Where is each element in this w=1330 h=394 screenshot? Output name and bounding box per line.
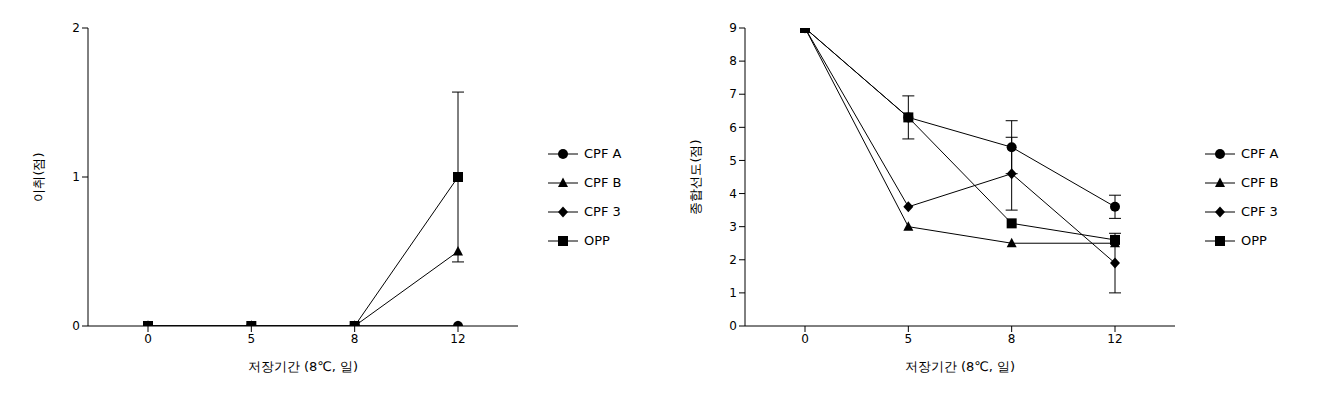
svg-text:종합선도(점): 종합선도(점) bbox=[688, 139, 703, 214]
svg-text:2: 2 bbox=[72, 21, 80, 35]
svg-text:8: 8 bbox=[729, 54, 737, 68]
svg-text:1: 1 bbox=[72, 170, 80, 184]
svg-text:저장기간 (8℃, 일): 저장기간 (8℃, 일) bbox=[248, 359, 358, 374]
svg-text:9: 9 bbox=[729, 21, 737, 35]
svg-text:5: 5 bbox=[248, 332, 256, 346]
html-text:CPF 3: CPF 3 bbox=[1241, 204, 1278, 219]
svg-text:1: 1 bbox=[729, 286, 737, 300]
svg-text:5: 5 bbox=[729, 154, 737, 168]
svg-text:3: 3 bbox=[729, 220, 737, 234]
svg-text:0: 0 bbox=[729, 319, 737, 333]
svg-text:8: 8 bbox=[1008, 332, 1016, 346]
svg-text:4: 4 bbox=[729, 187, 737, 201]
svg-text:7: 7 bbox=[729, 87, 737, 101]
svg-text:5: 5 bbox=[905, 332, 913, 346]
svg-text:2: 2 bbox=[729, 253, 737, 267]
svg-text:6: 6 bbox=[729, 121, 737, 135]
svg-text:12: 12 bbox=[450, 332, 465, 346]
svg-text:이취(점): 이취(점) bbox=[31, 152, 46, 201]
svg-text:0: 0 bbox=[144, 332, 152, 346]
svg-text:저장기간 (8℃, 일): 저장기간 (8℃, 일) bbox=[905, 359, 1015, 374]
svg-text:12: 12 bbox=[1107, 332, 1122, 346]
html-text:CPF B: CPF B bbox=[1241, 175, 1279, 190]
html-text:OPP: OPP bbox=[584, 233, 610, 248]
html-text:CPF B: CPF B bbox=[584, 175, 622, 190]
svg-text:0: 0 bbox=[72, 319, 80, 333]
svg-text:8: 8 bbox=[351, 332, 359, 346]
html-text:CPF A: CPF A bbox=[1241, 146, 1279, 161]
html-text:OPP: OPP bbox=[1241, 233, 1267, 248]
html-text:CPF A: CPF A bbox=[584, 146, 622, 161]
html-text:CPF 3: CPF 3 bbox=[584, 204, 621, 219]
svg-text:0: 0 bbox=[801, 332, 809, 346]
